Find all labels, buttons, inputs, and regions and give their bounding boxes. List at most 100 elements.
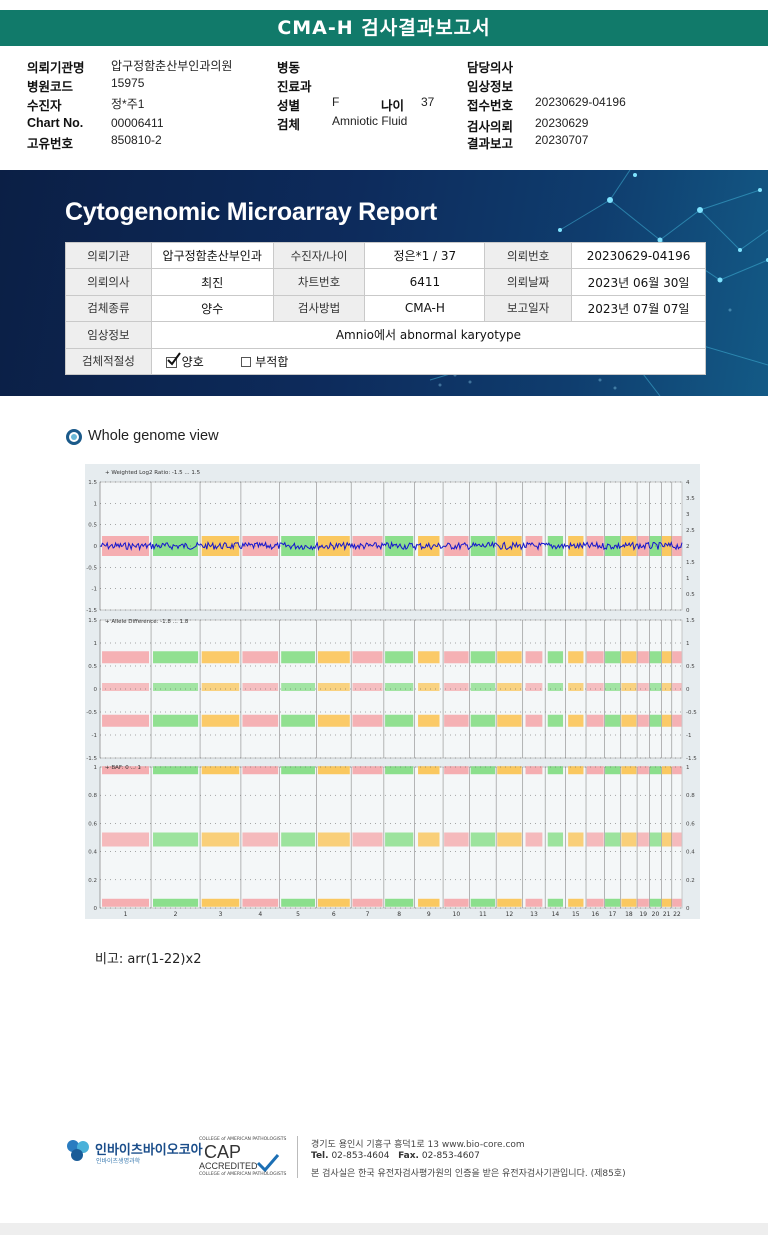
y2-tick-label: 2 [686, 544, 690, 550]
log2-band-chr10 [444, 536, 469, 556]
y-tick-label: -1 [92, 587, 97, 593]
chr-tick-label: 19 [639, 911, 647, 918]
cell-key: 의뢰번호 [484, 241, 573, 270]
baf-band-chr3 [201, 832, 240, 847]
baf-band-chr17 [605, 766, 621, 775]
y2-tick-label: 0.8 [686, 793, 695, 799]
y-tick-label: 0.6 [88, 821, 97, 827]
allele-band-chr22 [672, 651, 682, 664]
value-age: 37 [421, 95, 435, 109]
label-receipt-no: 접수번호 [467, 98, 514, 113]
y-tick-label: 0.2 [88, 878, 97, 884]
chr-tick-label: 14 [552, 911, 560, 918]
baf-band-chr11 [470, 832, 496, 847]
allele-band-chr15 [568, 651, 584, 664]
chr-tick-label: 12 [506, 911, 514, 918]
baf-band-chr2 [153, 832, 199, 847]
value-sex: F [332, 95, 340, 109]
baf-band-chr18 [621, 766, 637, 775]
allele-band-chr10 [444, 683, 469, 691]
baf-band-chr20 [649, 766, 662, 775]
y-tick-label: 1 [94, 641, 98, 647]
allele-band-chr7 [352, 683, 383, 691]
baf-band-chr15 [568, 898, 584, 907]
allele-band-chr8 [385, 683, 414, 691]
tel-label: Tel. [311, 1151, 329, 1161]
cell-value: 6411 [364, 268, 486, 296]
checkbox-inadequate[interactable] [241, 357, 252, 368]
baf-band-chr21 [661, 766, 672, 775]
log2-band-chr18 [621, 536, 637, 556]
value-receipt-no: 20230629-04196 [535, 95, 626, 109]
y2-tick-label: 2.5 [686, 528, 695, 534]
cap-logo: CAP [204, 1142, 242, 1162]
banner-title: Cytogenomic Microarray Report [65, 198, 437, 226]
y-tick-label: 1.5 [88, 618, 97, 624]
allele-band-chr16 [586, 683, 604, 691]
baf-band-chr4 [242, 832, 279, 847]
baf-band-chr13 [525, 766, 543, 775]
allele-band-chr9 [418, 651, 440, 664]
y2-tick-label: 3.5 [686, 496, 695, 502]
fax-value: 02-853-4607 [421, 1151, 480, 1161]
copy-number-line [99, 540, 683, 552]
baf-band-chr5 [281, 832, 315, 847]
baf-band-chr2 [153, 898, 199, 907]
allele-band-chr3 [201, 651, 240, 664]
allele-band-chr11 [470, 714, 496, 727]
label-department: 진료과 [277, 79, 312, 94]
footer-divider [297, 1136, 298, 1178]
cell-key: 수진자/나이 [272, 241, 366, 270]
baf-band-chr12 [497, 766, 522, 775]
cell-key: 검사방법 [272, 294, 366, 323]
y2-tick-label: -0.5 [686, 710, 697, 716]
baf-band-chr14 [547, 832, 564, 847]
baf-band-chr14 [547, 898, 564, 907]
log2-band-chr6 [317, 536, 350, 556]
allele-band-chr14 [547, 714, 564, 727]
baf-band-chr6 [317, 766, 350, 775]
allele-band-chr10 [444, 651, 469, 664]
y2-tick-label: 1.5 [686, 560, 695, 566]
page-bottom-bar [0, 1223, 768, 1235]
y-tick-label: 0.5 [88, 664, 97, 670]
y-tick-label: 0 [94, 687, 98, 693]
chr-tick-label: 13 [530, 911, 538, 918]
panel-label: + BAF: 0 ... 1 [105, 765, 141, 771]
cell-key: 의뢰날짜 [484, 268, 573, 296]
allele-band-chr4 [242, 714, 279, 727]
allele-band-chr5 [281, 683, 315, 691]
y2-tick-label: -1.5 [686, 756, 697, 762]
log2-band-chr12 [497, 536, 522, 556]
cap-bottom-text: COLLEGE of AMERICAN PATHOLOGISTS [199, 1172, 287, 1177]
baf-band-chr8 [385, 898, 414, 907]
label-hospital-code: 병원코드 [27, 79, 74, 94]
allele-band-chr9 [418, 714, 440, 727]
fax-label: Fax. [398, 1151, 419, 1161]
cap-accredited: ACCREDITED [199, 1161, 258, 1171]
baf-band-chr15 [568, 766, 584, 775]
checkmark-icon [167, 352, 181, 366]
chr-tick-label: 9 [427, 911, 431, 918]
allele-band-chr13 [525, 714, 543, 727]
allele-band-chr19 [637, 683, 649, 691]
allele-band-chr20 [649, 714, 662, 727]
allele-band-chr3 [201, 714, 240, 727]
y2-tick-label: 0.4 [686, 850, 695, 856]
baf-band-chr16 [586, 898, 604, 907]
y2-tick-label: 4 [686, 480, 690, 486]
allele-band-chr18 [621, 651, 637, 664]
baf-band-chr19 [637, 766, 649, 775]
baf-band-chr8 [385, 766, 414, 775]
allele-band-chr4 [242, 651, 279, 664]
baf-band-chr21 [661, 898, 672, 907]
allele-band-chr2 [153, 683, 199, 691]
company-contact: Tel. 02-853-4604 Fax. 02-853-4607 [311, 1151, 480, 1161]
allele-band-chr4 [242, 683, 279, 691]
baf-band-chr1 [102, 766, 150, 775]
baf-band-chr13 [525, 832, 543, 847]
chr-tick-label: 8 [397, 911, 401, 918]
cell-value: CMA-H [364, 294, 486, 323]
baf-band-chr19 [637, 832, 649, 847]
checkbox-adequate[interactable] [165, 352, 181, 368]
